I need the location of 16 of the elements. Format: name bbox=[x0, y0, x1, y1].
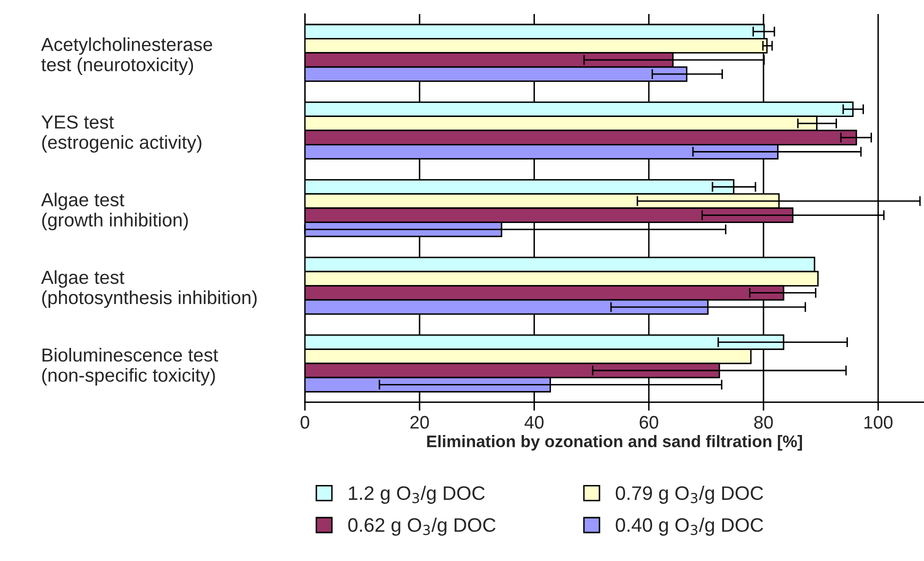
legend-label: 0.79 g O$_{3}$/g DOC bbox=[616, 486, 764, 504]
y-tick-label: Algae test (photosynthesis inhibition) bbox=[41, 270, 257, 308]
x-tick-label: 80 bbox=[754, 416, 773, 429]
y-tick-label: YES test (estrogenic activity) bbox=[41, 115, 202, 153]
x-tick-label: 0 bbox=[300, 416, 310, 429]
x-tick-label: 20 bbox=[410, 416, 429, 429]
legend-label: 1.2 g O$_{3}$/g DOC bbox=[348, 486, 485, 504]
legend-label: 0.62 g O$_{3}$/g DOC bbox=[348, 518, 496, 536]
x-tick-label: 60 bbox=[640, 416, 658, 429]
x-tick-label: 40 bbox=[524, 416, 544, 429]
x-tick-label: 100 bbox=[864, 416, 892, 429]
x-axis-title: Elimination by ozonation and sand filtration [%] bbox=[427, 435, 802, 451]
y-tick-label: Bioluminescence test (non-specific toxicity) bbox=[42, 348, 218, 386]
y-tick-label: Algae test (growth inhibition) bbox=[41, 192, 188, 230]
y-tick-label: Acetylcholinesterase test (neurotoxicity) bbox=[41, 37, 212, 75]
legend-label: 0.40 g O$_{3}$/g DOC bbox=[616, 518, 764, 536]
